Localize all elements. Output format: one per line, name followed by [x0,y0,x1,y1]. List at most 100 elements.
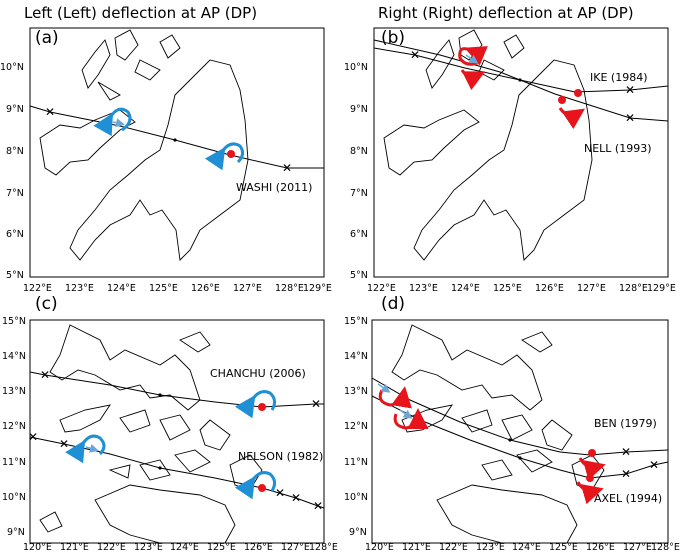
x-tick-b-5: 127°E [577,283,606,294]
x-tick-c-0: 120°E [23,542,52,553]
y-tick-b-2: 8°N [350,146,368,157]
svg-text:✕: ✕ [45,105,55,119]
y-tick-d-5: 10°N [344,492,368,503]
x-tick-c-3: 123°E [134,542,163,553]
x-tick-d-7: 127°E [623,542,652,553]
y-tick-d-2: 13°N [344,386,368,397]
panel-d-frame [371,319,669,544]
svg-text:✕: ✕ [282,161,292,175]
left-deflection-arrow [234,471,277,500]
x-tick-a-1: 123°E [65,283,94,294]
svg-text:✕: ✕ [291,491,301,505]
y-tick-c-5: 10°N [2,492,26,503]
ap-marker [558,96,566,104]
svg-text:✕: ✕ [28,430,38,444]
svg-text:✕: ✕ [275,486,285,500]
panel-label-d: (d) [381,294,406,314]
x-tick-a-7: 129°E [303,283,332,294]
right-deflection-arrow [378,386,412,409]
svg-text:✕: ✕ [59,437,69,451]
y-tick-a-1: 9°N [6,104,24,115]
y-tick-d-3: 12°N [344,421,368,432]
x-tick-b-1: 123°E [409,283,438,294]
right-column-title: Right (Right) deflection at AP (DP) [378,4,634,22]
storm-label-nelson: NELSON (1982) [238,450,324,463]
right-deflection-arrow [578,457,606,481]
x-tick-a-2: 124°E [107,283,136,294]
left-deflection-arrow [65,434,106,464]
storm-label-ben: BEN (1979) [594,417,657,430]
y-tick-c-2: 13°N [2,386,26,397]
storm-label-chanchu: CHANCHU (2006) [210,367,306,380]
svg-text:✕: ✕ [621,467,631,481]
panel-b-tracks: ✕ ✕ ✕ [373,39,669,130]
panel-c-frame [29,319,325,544]
left-column-title: Left (Left) deflection at AP (DP) [24,4,258,22]
x-tick-b-3: 125°E [493,283,522,294]
y-tick-d-6: 9°N [349,527,367,538]
x-tick-b-6: 128°E [619,283,648,294]
x-tick-d-5: 125°E [549,542,578,553]
svg-text:✕: ✕ [311,397,321,411]
y-tick-a-2: 8°N [6,146,24,157]
panel-a-frame [29,27,325,278]
svg-text:✕: ✕ [625,111,635,125]
x-tick-a-0: 122°E [23,283,52,294]
x-tick-a-6: 128°E [275,283,304,294]
storm-label-axel: AXEL (1994) [594,492,663,505]
ap-marker [574,89,582,97]
y-tick-c-4: 11°N [2,457,26,468]
panel-d-coastline [391,324,605,544]
y-tick-b-0: 10°N [344,62,368,73]
y-tick-d-4: 11°N [344,457,368,468]
storm-label-ike: IKE (1984) [590,71,648,84]
y-tick-a-3: 7°N [6,188,24,199]
svg-text:✕: ✕ [40,368,50,382]
right-deflection-arrow [558,107,585,130]
x-tick-a-5: 127°E [233,283,262,294]
ap-marker [586,474,594,482]
ap-marker [588,449,596,457]
x-tick-c-6: 126°E [244,542,273,553]
y-tick-a-0: 10°N [0,62,24,73]
x-tick-d-1: 121°E [402,542,431,553]
y-tick-d-1: 14°N [344,351,368,362]
panel-a-track-washi: ✕ ✕ [29,105,324,175]
x-tick-c-5: 125°E [207,542,236,553]
svg-text:✕: ✕ [625,83,635,97]
svg-text:✕: ✕ [621,445,631,459]
svg-text:✕: ✕ [313,499,323,513]
track-chanchu [29,371,324,408]
left-deflection-arrow [234,390,277,419]
storm-label-washi: WASHI (2011) [236,181,313,194]
y-tick-c-6: 9°N [7,527,25,538]
right-deflection-arrow [576,481,604,505]
y-tick-b-5: 5°N [350,270,368,281]
x-tick-d-3: 123°E [476,542,505,553]
ap-marker [258,484,266,492]
panel-a-coastline [39,29,249,261]
right-deflection-arrow [458,46,488,66]
svg-text:✕: ✕ [410,48,420,62]
y-tick-d-0: 15°N [344,316,368,327]
x-tick-d-6: 126°E [586,542,615,553]
y-tick-a-4: 6°N [6,229,24,240]
y-tick-c-1: 14°N [2,351,26,362]
x-tick-b-0: 122°E [367,283,396,294]
y-tick-b-1: 9°N [350,104,368,115]
panel-c-coastline [39,324,263,544]
panel-c-tracks: ✕ ✕ ✕ ✕ ✕ ✕ ✕ [28,368,325,513]
x-tick-b-2: 124°E [451,283,480,294]
x-tick-a-3: 125°E [149,283,178,294]
ap-marker [258,403,266,411]
x-tick-c-2: 122°E [97,542,126,553]
x-tick-d-0: 120°E [365,542,394,553]
y-tick-c-3: 12°N [2,421,26,432]
panel-b-frame [373,27,669,278]
panel-label-c: (c) [35,294,58,314]
panel-label-a: (a) [35,28,59,48]
y-tick-b-4: 6°N [350,229,368,240]
y-tick-c-0: 15°N [2,316,26,327]
x-tick-c-1: 121°E [60,542,89,553]
